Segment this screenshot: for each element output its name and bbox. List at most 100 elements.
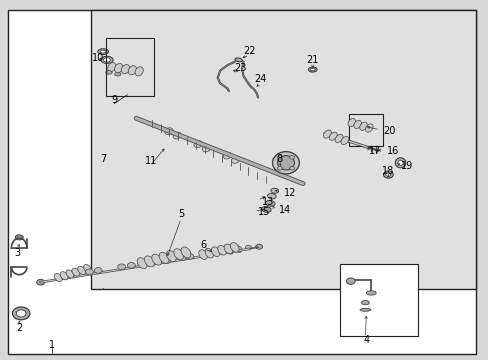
Ellipse shape [12, 307, 30, 320]
Text: 12: 12 [283, 188, 295, 198]
Ellipse shape [114, 64, 122, 73]
Text: 14: 14 [278, 206, 290, 216]
Ellipse shape [159, 252, 169, 263]
Ellipse shape [270, 188, 278, 193]
Text: 23: 23 [234, 63, 246, 73]
Ellipse shape [54, 274, 62, 282]
Text: 2: 2 [16, 323, 22, 333]
Ellipse shape [265, 201, 275, 206]
Ellipse shape [361, 301, 368, 305]
Text: 18: 18 [382, 166, 394, 176]
Ellipse shape [135, 67, 143, 76]
Ellipse shape [144, 256, 154, 267]
Ellipse shape [105, 71, 112, 74]
Text: 11: 11 [144, 156, 157, 166]
Ellipse shape [37, 279, 44, 285]
Ellipse shape [328, 132, 337, 140]
Ellipse shape [347, 118, 355, 127]
Ellipse shape [17, 236, 21, 239]
Ellipse shape [94, 267, 102, 273]
Ellipse shape [231, 157, 240, 163]
Ellipse shape [78, 266, 85, 274]
Bar [105, 39, 154, 96]
Ellipse shape [277, 156, 282, 159]
Ellipse shape [202, 145, 210, 152]
Ellipse shape [394, 158, 405, 168]
Ellipse shape [137, 258, 147, 269]
Ellipse shape [334, 134, 343, 143]
Ellipse shape [128, 66, 136, 75]
Ellipse shape [100, 50, 105, 53]
Text: 20: 20 [383, 126, 395, 135]
Ellipse shape [234, 58, 242, 62]
Ellipse shape [211, 247, 220, 257]
Ellipse shape [199, 250, 207, 260]
Ellipse shape [127, 262, 135, 268]
Ellipse shape [85, 269, 93, 275]
Text: 16: 16 [386, 146, 398, 156]
Text: 9: 9 [111, 95, 117, 105]
Ellipse shape [223, 152, 231, 159]
Ellipse shape [359, 309, 370, 311]
Ellipse shape [277, 156, 294, 170]
Ellipse shape [224, 244, 232, 254]
Ellipse shape [16, 310, 26, 317]
Bar [348, 114, 383, 146]
Ellipse shape [15, 235, 23, 240]
Text: 3: 3 [15, 248, 21, 258]
Ellipse shape [267, 193, 276, 199]
Ellipse shape [289, 166, 294, 170]
Ellipse shape [173, 249, 183, 260]
Ellipse shape [383, 171, 392, 178]
Ellipse shape [151, 254, 162, 265]
Ellipse shape [289, 156, 294, 159]
Text: 15: 15 [258, 207, 270, 217]
Ellipse shape [340, 136, 348, 145]
Ellipse shape [66, 270, 74, 278]
Ellipse shape [60, 272, 68, 280]
Ellipse shape [308, 67, 317, 72]
Ellipse shape [194, 141, 202, 148]
Ellipse shape [235, 246, 242, 252]
Ellipse shape [185, 253, 193, 259]
Ellipse shape [272, 152, 299, 174]
Text: 21: 21 [306, 55, 318, 65]
Ellipse shape [366, 291, 375, 295]
Ellipse shape [103, 58, 110, 62]
Ellipse shape [245, 245, 251, 249]
Ellipse shape [359, 122, 366, 130]
Ellipse shape [255, 244, 262, 249]
Ellipse shape [83, 265, 91, 273]
Ellipse shape [217, 246, 226, 255]
Text: 7: 7 [100, 154, 106, 164]
Text: 4: 4 [363, 335, 369, 345]
Ellipse shape [121, 65, 129, 74]
Ellipse shape [397, 160, 403, 165]
Text: 5: 5 [178, 210, 184, 220]
Text: 8: 8 [276, 154, 282, 164]
Ellipse shape [98, 49, 108, 54]
Text: 17: 17 [368, 145, 381, 156]
Ellipse shape [162, 256, 170, 264]
Text: 19: 19 [400, 161, 412, 171]
Ellipse shape [385, 173, 390, 176]
Ellipse shape [101, 56, 113, 63]
Ellipse shape [365, 124, 372, 132]
Ellipse shape [353, 120, 361, 129]
Ellipse shape [346, 278, 354, 284]
Text: 24: 24 [254, 74, 266, 84]
Ellipse shape [323, 130, 331, 138]
Ellipse shape [173, 132, 181, 139]
Ellipse shape [261, 206, 271, 212]
Ellipse shape [230, 243, 239, 252]
Ellipse shape [226, 248, 233, 254]
Ellipse shape [164, 128, 173, 135]
Bar [91, 10, 475, 289]
Ellipse shape [277, 166, 282, 170]
Text: 13: 13 [261, 197, 273, 207]
Text: 22: 22 [243, 46, 255, 56]
Ellipse shape [72, 268, 80, 276]
Text: 10: 10 [92, 53, 104, 63]
Ellipse shape [181, 247, 190, 258]
Ellipse shape [114, 72, 121, 76]
